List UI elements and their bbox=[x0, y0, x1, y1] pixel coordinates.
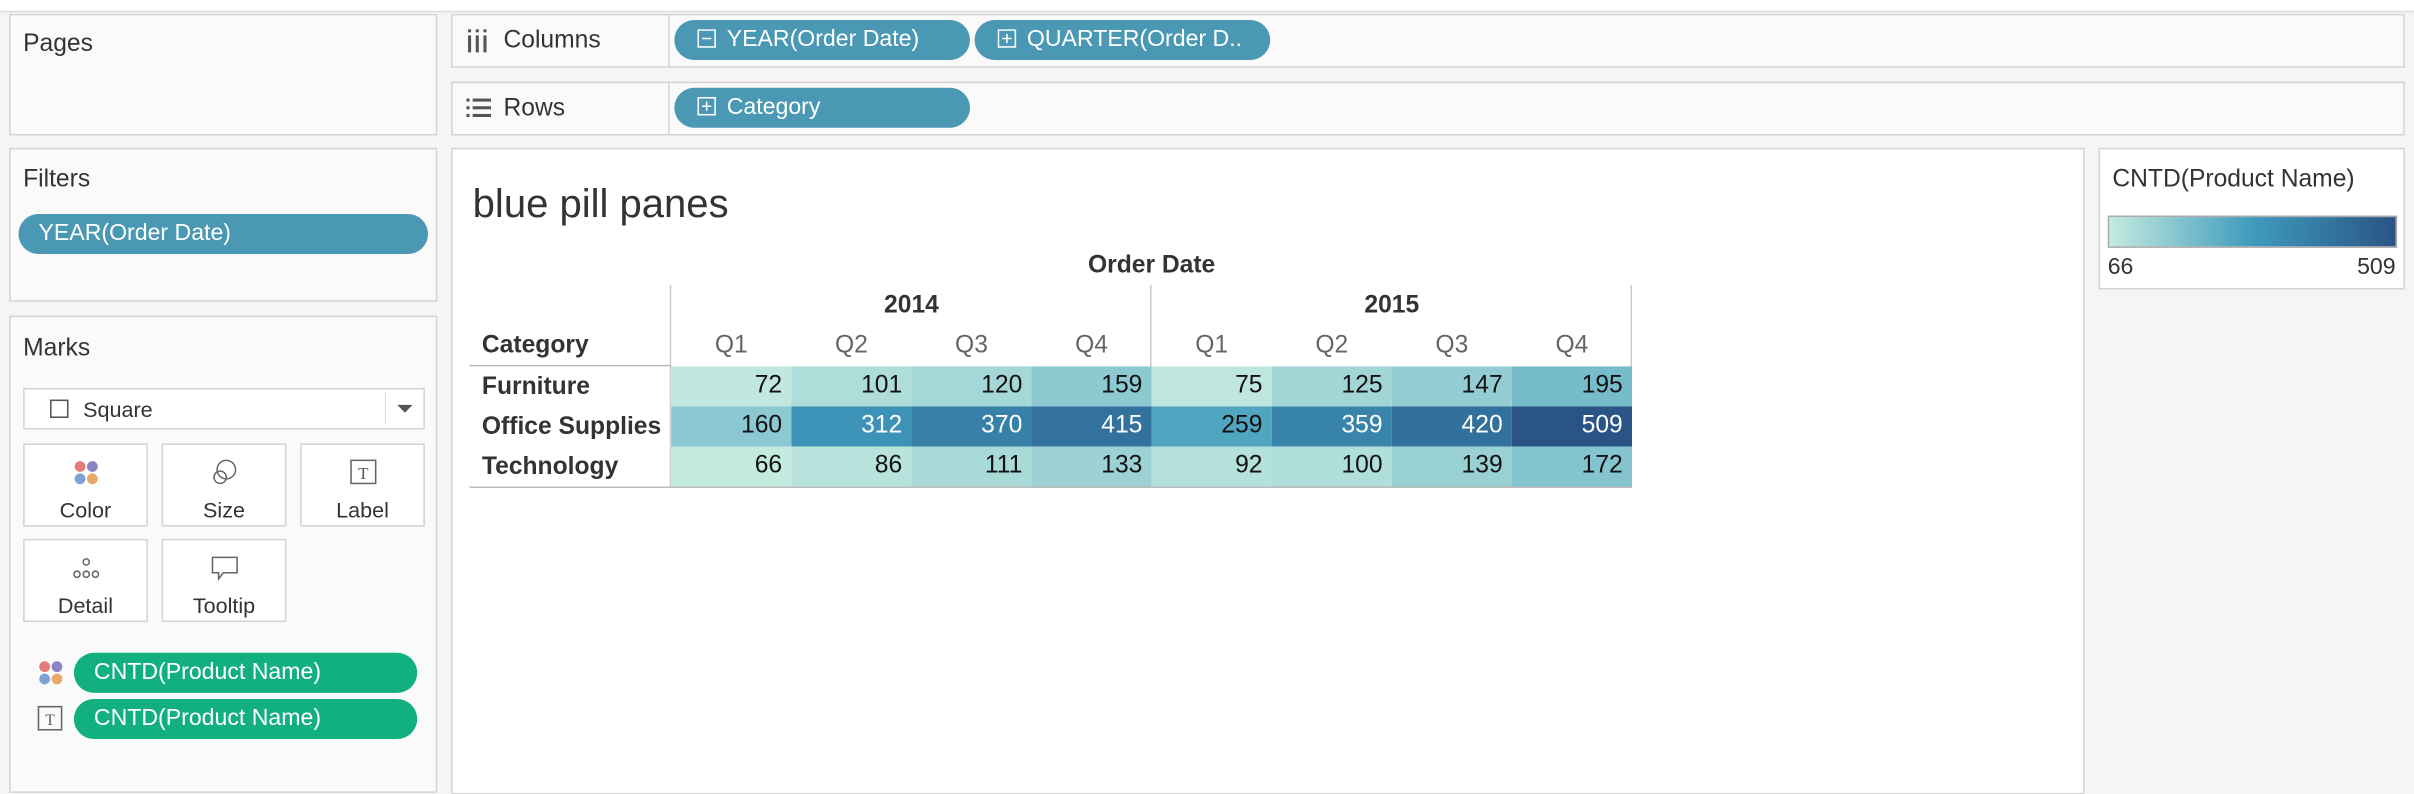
heatmap-cell[interactable]: 312 bbox=[791, 406, 912, 447]
marks-button[interactable]: Detail bbox=[23, 538, 148, 622]
divider bbox=[668, 83, 670, 134]
button-icon bbox=[213, 459, 237, 485]
filters-title: Filters bbox=[23, 166, 91, 193]
heatmap-cell[interactable]: 92 bbox=[1151, 446, 1272, 487]
square-icon bbox=[50, 399, 69, 419]
heatmap-cell[interactable]: 120 bbox=[911, 366, 1032, 407]
marks-card: Marks Square Color Size T Label Detail Toolti… bbox=[9, 315, 438, 793]
legend-gradient bbox=[2107, 215, 2398, 248]
color-pill[interactable]: CNTD(Product Name) bbox=[73, 652, 418, 693]
button-label: Color bbox=[59, 497, 112, 522]
heatmap-cell[interactable]: 195 bbox=[1511, 366, 1632, 407]
expand-icon[interactable] bbox=[997, 29, 1018, 49]
rows-icon bbox=[466, 98, 492, 118]
filter-pill[interactable]: YEAR(Order Date) bbox=[18, 214, 429, 255]
expand-icon[interactable] bbox=[697, 29, 717, 49]
heatmap-cell[interactable]: 101 bbox=[791, 366, 912, 407]
quarter-header: Q1 bbox=[1195, 332, 1229, 359]
quarter-header: Q2 bbox=[834, 332, 868, 359]
heatmap-cell[interactable]: 420 bbox=[1391, 406, 1512, 447]
rows-shelf: Rows Category bbox=[451, 81, 2405, 136]
heatmap-cell[interactable]: 66 bbox=[671, 446, 792, 487]
expand-icon[interactable] bbox=[697, 96, 717, 117]
heatmap-cell[interactable]: 159 bbox=[1031, 366, 1152, 407]
quarter-header: Q3 bbox=[1435, 332, 1469, 359]
heatmap-cell[interactable]: 259 bbox=[1151, 406, 1272, 447]
table-border bbox=[469, 486, 1632, 489]
button-icon bbox=[74, 461, 98, 485]
heatmap-cell[interactable]: 359 bbox=[1271, 406, 1392, 447]
tab-strip bbox=[0, 0, 2414, 13]
heatmap-cell[interactable]: 100 bbox=[1271, 446, 1392, 487]
heatmap-cell[interactable]: 111 bbox=[911, 446, 1032, 487]
quarter-header: Q2 bbox=[1315, 332, 1349, 359]
heatmap-cell[interactable]: 172 bbox=[1511, 446, 1632, 487]
columns-icon bbox=[468, 29, 487, 53]
divider bbox=[669, 284, 672, 487]
mark-type: Square bbox=[83, 397, 153, 422]
button-icon bbox=[211, 556, 238, 582]
columns-label: Columns bbox=[503, 27, 601, 54]
quarter-header: Q4 bbox=[1555, 332, 1589, 359]
heatmap-cell[interactable]: 86 bbox=[791, 446, 912, 487]
shelf-pill[interactable]: YEAR(Order Date) bbox=[674, 20, 970, 61]
button-label: Tooltip bbox=[192, 592, 256, 618]
heatmap-cell[interactable]: 72 bbox=[671, 366, 792, 407]
heatmap-cell[interactable]: 75 bbox=[1151, 366, 1272, 407]
shelf-pill[interactable]: Category bbox=[674, 87, 970, 128]
button-icon bbox=[73, 558, 100, 579]
svg-text:T: T bbox=[45, 712, 55, 729]
year-header: 2015 bbox=[1364, 292, 1420, 319]
heatmap-cell[interactable]: 509 bbox=[1511, 406, 1632, 447]
button-label: Size bbox=[203, 497, 245, 522]
shelf-pill[interactable]: QUARTER(Order D.. bbox=[974, 20, 1271, 61]
legend-max: 509 bbox=[2357, 254, 2396, 281]
pages-shelf[interactable]: Pages bbox=[9, 13, 438, 136]
rows-label: Rows bbox=[503, 95, 566, 122]
quarter-header: Q1 bbox=[714, 332, 748, 359]
category-label: Furniture bbox=[481, 374, 591, 401]
button-label: Label bbox=[336, 497, 389, 522]
sheet-title: blue pill panes bbox=[472, 180, 729, 227]
columns-shelf: Columns YEAR(Order Date) QUARTER(Order D.… bbox=[451, 13, 2405, 68]
heatmap-cell[interactable]: 125 bbox=[1271, 366, 1392, 407]
heatmap-cell[interactable]: 147 bbox=[1391, 366, 1512, 407]
quarter-header: Q3 bbox=[955, 332, 988, 359]
row-header: Category bbox=[481, 332, 589, 359]
mark-type-dropdown[interactable]: Square bbox=[23, 387, 425, 430]
svg-text:T: T bbox=[358, 464, 369, 483]
legend-min: 66 bbox=[2107, 254, 2134, 281]
heatmap-cell[interactable]: 370 bbox=[911, 406, 1032, 447]
label-pill[interactable]: CNTD(Product Name) bbox=[73, 698, 418, 740]
heatmap-cell[interactable]: 133 bbox=[1031, 446, 1152, 487]
color-legend: CNTD(Product Name) 66 509 bbox=[2098, 147, 2405, 290]
divider bbox=[668, 15, 670, 67]
marks-button[interactable]: Tooltip bbox=[161, 538, 287, 622]
legend-title: CNTD(Product Name) bbox=[2112, 166, 2355, 193]
button-label: Detail bbox=[57, 592, 113, 618]
table-border bbox=[469, 364, 672, 367]
view-pane: blue pill panes Order Date 2014 Q1 Q2 Q3 Q4 20… bbox=[451, 147, 2085, 794]
dropdown-arrow bbox=[384, 392, 413, 425]
marks-button[interactable]: T Label bbox=[300, 443, 425, 527]
marks-button[interactable]: Size bbox=[161, 443, 287, 527]
heatmap-cell[interactable]: 415 bbox=[1031, 406, 1152, 447]
pages-title: Pages bbox=[23, 30, 93, 57]
category-label: Technology bbox=[481, 454, 619, 481]
marks-title: Marks bbox=[23, 335, 91, 362]
heatmap-cell[interactable]: 139 bbox=[1391, 446, 1512, 487]
button-icon: T bbox=[350, 459, 377, 485]
color-icon bbox=[39, 661, 63, 685]
filters-shelf[interactable]: Filters YEAR(Order Date) bbox=[9, 147, 438, 302]
heatmap-cell[interactable]: 160 bbox=[671, 406, 792, 447]
quarter-header: Q4 bbox=[1075, 332, 1109, 359]
column-header: Order Date bbox=[1087, 252, 1216, 279]
category-label: Office Supplies bbox=[481, 414, 662, 441]
marks-button[interactable]: Color bbox=[23, 443, 148, 527]
year-header: 2014 bbox=[884, 292, 939, 319]
label-icon: T bbox=[37, 705, 63, 731]
